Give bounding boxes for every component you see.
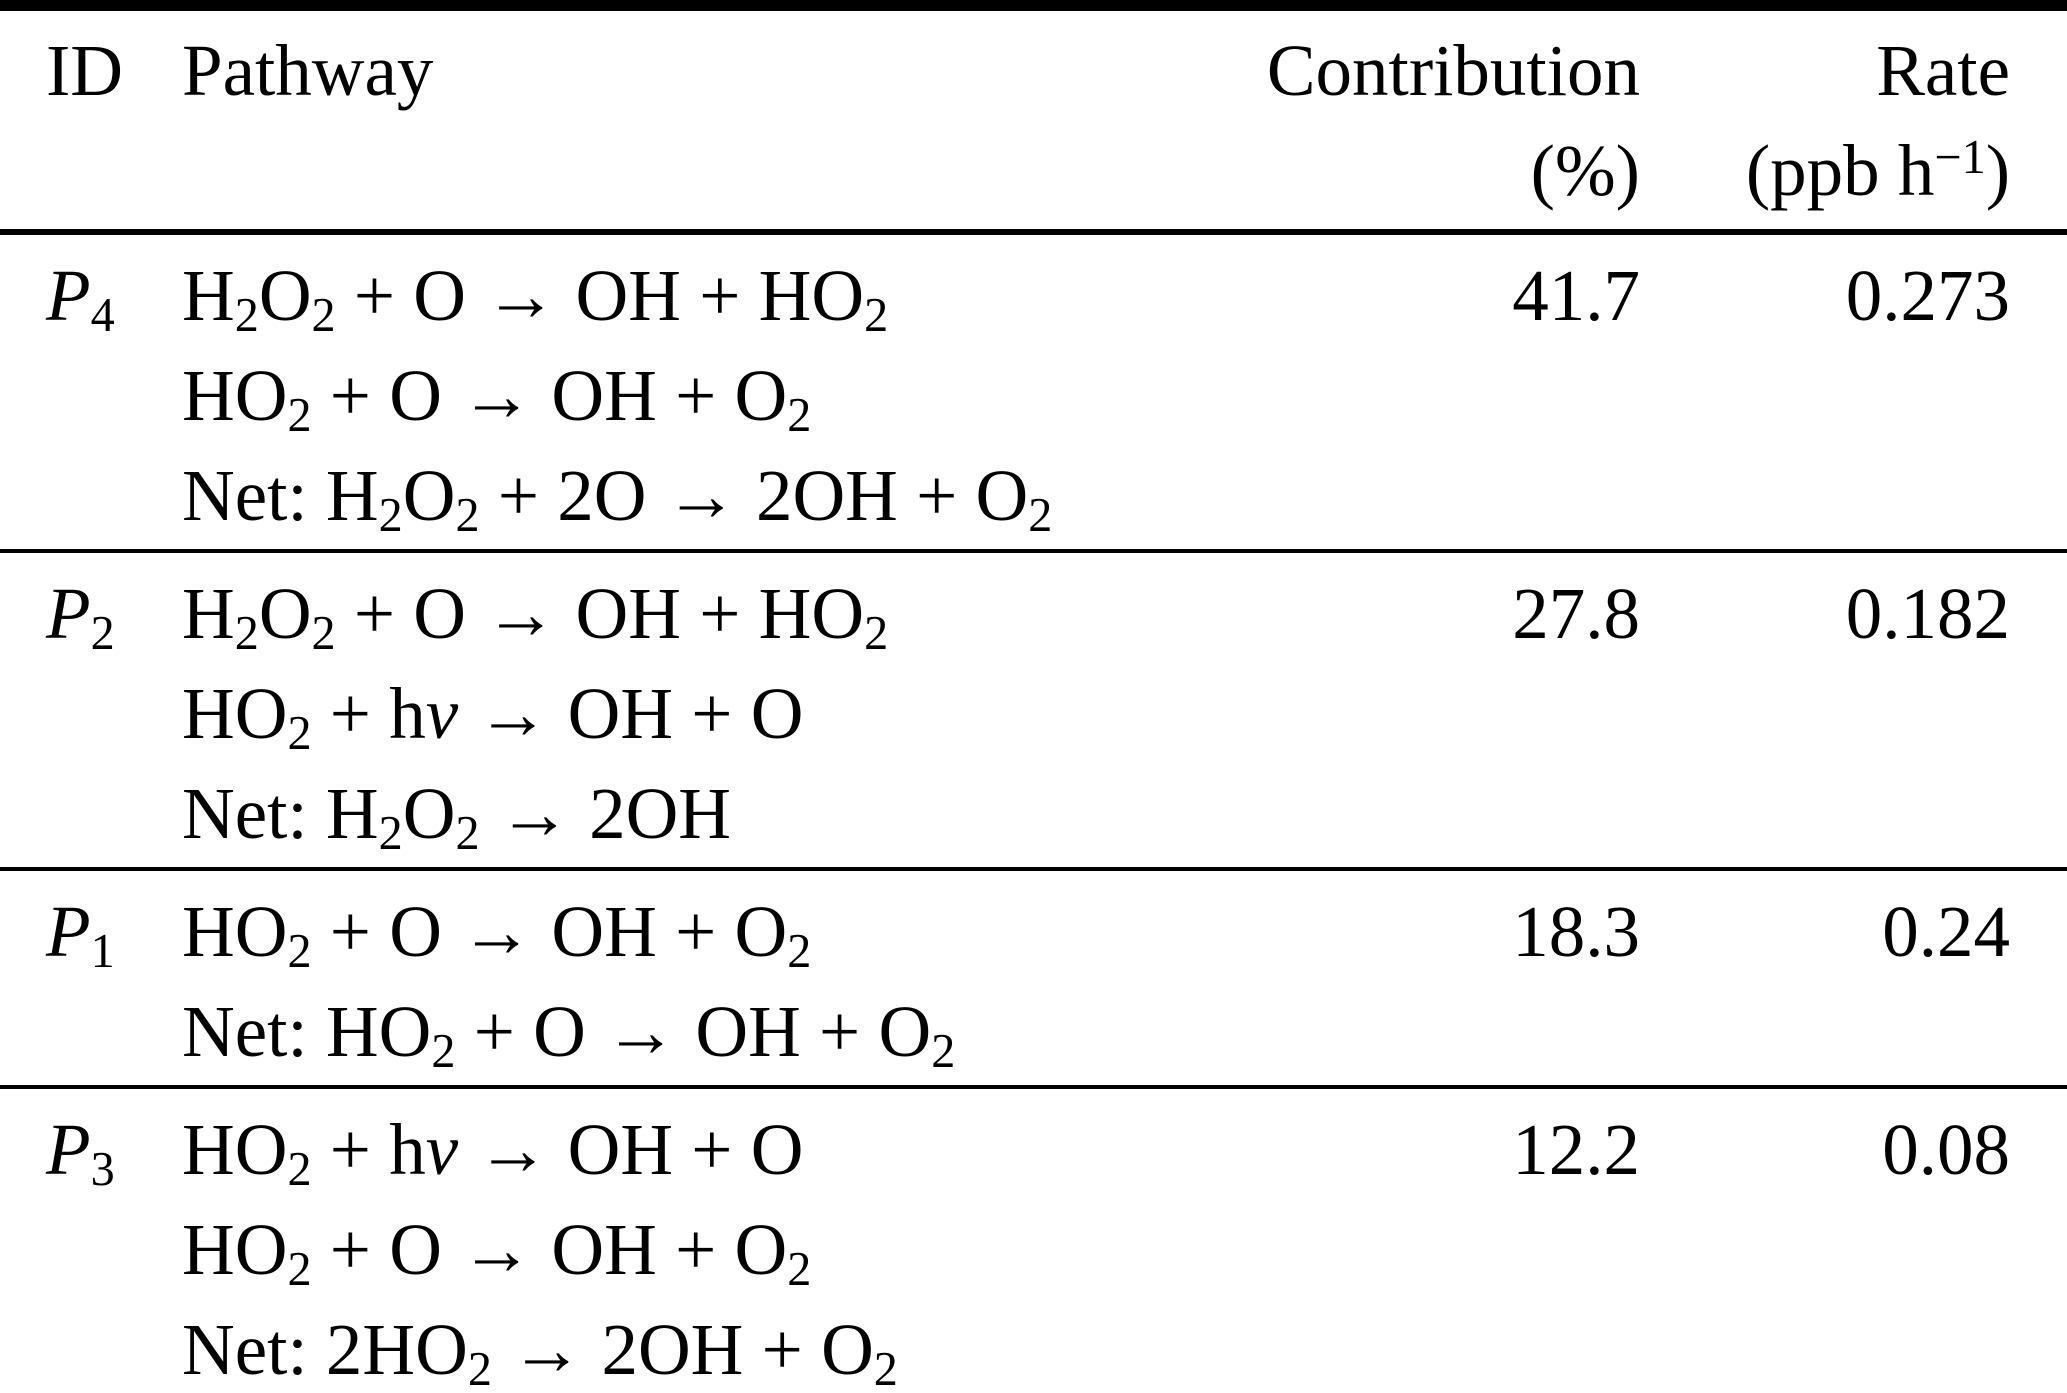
rate-value: 0.273: [1845, 255, 2010, 336]
table-row: P4 H2O2 + O → OH + HO2 HO2 + O → OH + O2 N…: [0, 232, 2067, 551]
col-header-rate-unit: (ppb h−1): [1745, 130, 2010, 211]
col-header-rate-label: Rate: [1876, 30, 2010, 111]
contribution-value: 27.8: [1220, 549, 1640, 869]
contribution-value: 18.3: [1220, 867, 1640, 1087]
reaction-line: HO2 + O → OH + O2: [182, 1209, 812, 1296]
reaction-line: HO2 + O → OH + O2: [182, 355, 812, 442]
reaction-line: Net: H2O2 + 2O → 2OH + O2: [182, 455, 1053, 542]
rate-value: 0.24: [1640, 867, 2067, 1087]
col-header-contribution-label: Contribution: [1266, 30, 1640, 111]
pathway-id: P3: [0, 1085, 182, 1393]
reaction-line: HO2 + O → OH + O2: [182, 891, 812, 978]
reaction-line: Net: H2O2 → 2OH: [182, 773, 731, 860]
contribution-value: 41.7: [1512, 255, 1640, 336]
reaction-line: H2O2 + O → OH + HO2: [182, 255, 889, 342]
reaction-line: HO2 + hν → OH + O: [182, 673, 804, 760]
reaction-line: Net: HO2 + O → OH + O2: [182, 991, 956, 1078]
reaction-line: H2O2 + O → OH + HO2: [182, 573, 889, 660]
table-row: P1 HO2 + O → OH + O2 Net: HO2 + O → OH + …: [0, 867, 2067, 1087]
rate-value: 0.182: [1640, 549, 2067, 869]
rate-value: 0.08: [1640, 1085, 2067, 1393]
reaction-line: HO2 + hν → OH + O: [182, 1109, 804, 1196]
header-row: ID Pathway Contribution (%) Rate (ppb h−…: [0, 5, 2067, 235]
pathway-id: P4: [46, 255, 115, 342]
reaction-line: Net: 2HO2 → 2OH + O2: [182, 1309, 898, 1393]
pathway-id: P2: [0, 549, 182, 869]
pathway-reactions: H2O2 + O → OH + HO2 HO2 + hν → OH + O Net:…: [182, 549, 1220, 869]
pathway-reactions: HO2 + hν → OH + O HO2 + O → OH + O2 Net: 2…: [182, 1085, 1220, 1393]
pathway-reactions: H2O2 + O → OH + HO2 HO2 + O → OH + O2 Net:…: [182, 232, 1220, 551]
contribution-value: 12.2: [1220, 1085, 1640, 1393]
table-row: P3 HO2 + hν → OH + O HO2 + O → OH + O2 Net…: [0, 1085, 2067, 1393]
col-header-pathway: Pathway: [182, 5, 1220, 235]
col-header-rate: Rate (ppb h−1): [1640, 5, 2067, 235]
pathway-id: P1: [0, 867, 182, 1087]
pathway-reactions: HO2 + O → OH + O2 Net: HO2 + O → OH + O2: [182, 867, 1220, 1087]
col-header-contribution-unit: (%): [1530, 130, 1640, 211]
col-header-contribution: Contribution (%): [1220, 5, 1640, 235]
table-row: P2 H2O2 + O → OH + HO2 HO2 + hν → OH + O N…: [0, 549, 2067, 869]
col-header-id: ID: [0, 5, 182, 235]
